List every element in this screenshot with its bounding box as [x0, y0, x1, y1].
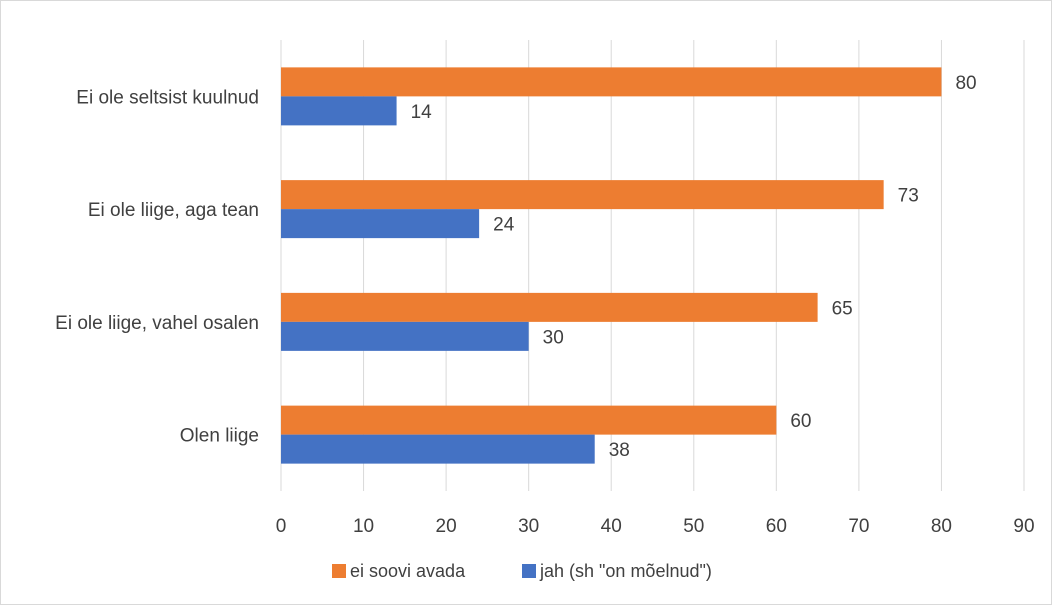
bar-ei-soovi-avada [281, 405, 777, 435]
value-axis: 0 10 20 30 40 50 60 70 80 90 [276, 516, 1035, 537]
legend: ei soovi avada jah (sh "on mõelnud") [332, 561, 712, 581]
legend-swatch [332, 564, 346, 578]
legend-label: jah (sh "on mõelnud") [539, 561, 712, 581]
x-tick-label: 30 [518, 516, 539, 537]
data-label: 24 [493, 215, 515, 236]
data-label: 60 [790, 411, 811, 432]
bar-jah [281, 434, 595, 464]
x-tick-label: 70 [848, 516, 869, 537]
legend-swatch [522, 564, 536, 578]
category-label: Olen liige [180, 426, 259, 447]
data-label: 80 [955, 73, 976, 94]
bar-ei-soovi-avada [281, 292, 818, 322]
legend-item: jah (sh "on mõelnud") [522, 561, 712, 581]
x-tick-label: 40 [601, 516, 622, 537]
data-label: 65 [832, 298, 853, 319]
bar-ei-soovi-avada [281, 67, 942, 97]
x-tick-label: 50 [683, 516, 704, 537]
data-label: 73 [898, 186, 919, 207]
x-tick-label: 10 [353, 516, 374, 537]
category-label: Ei ole liige, aga tean [88, 200, 259, 221]
x-tick-label: 80 [931, 516, 952, 537]
data-label: 38 [609, 440, 630, 461]
bar-ei-soovi-avada [281, 180, 884, 210]
category-label: Ei ole seltsist kuulnud [76, 87, 259, 108]
category-label: Ei ole liige, vahel osalen [55, 313, 259, 334]
legend-label: ei soovi avada [350, 561, 466, 581]
bar-jah [281, 96, 397, 126]
x-tick-label: 60 [766, 516, 787, 537]
bar-jah [281, 209, 480, 239]
legend-item: ei soovi avada [332, 561, 466, 581]
data-label: 14 [411, 102, 433, 123]
x-tick-label: 0 [276, 516, 287, 537]
bars [281, 67, 942, 464]
category-axis: Ei ole seltsist kuulnud Ei ole liige, aga… [55, 87, 259, 446]
data-labels: 80 14 73 24 65 30 60 38 [411, 73, 977, 461]
x-tick-label: 20 [436, 516, 457, 537]
bar-jah [281, 321, 529, 351]
data-label: 30 [543, 327, 564, 348]
x-tick-label: 90 [1013, 516, 1034, 537]
